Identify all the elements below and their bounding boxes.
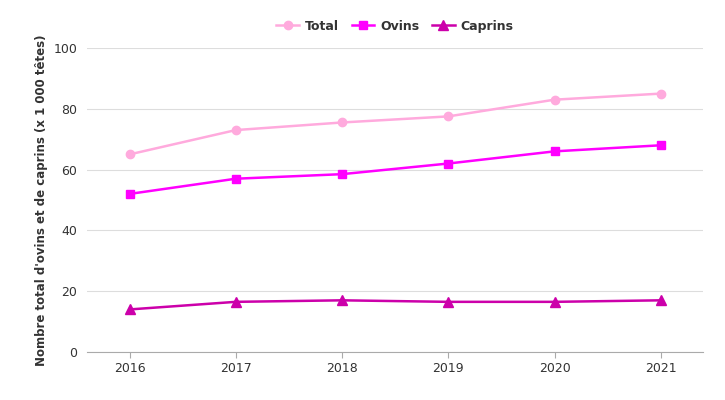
Caprins — [125, 307, 134, 312]
Ovins — [656, 143, 665, 148]
Line: Ovins: Ovins — [125, 141, 665, 198]
Caprins — [550, 300, 559, 304]
Caprins — [656, 298, 665, 303]
Ovins — [550, 149, 559, 154]
Total — [231, 128, 240, 132]
Line: Caprins: Caprins — [125, 296, 666, 314]
Total — [656, 91, 665, 96]
Ovins — [125, 192, 134, 196]
Total — [125, 152, 134, 157]
Caprins — [444, 300, 452, 304]
Ovins — [444, 161, 452, 166]
Legend: Total, Ovins, Caprins: Total, Ovins, Caprins — [271, 15, 519, 38]
Caprins — [338, 298, 347, 303]
Total — [550, 97, 559, 102]
Ovins — [231, 176, 240, 181]
Line: Total: Total — [125, 90, 665, 158]
Ovins — [338, 172, 347, 176]
Caprins — [231, 300, 240, 304]
Y-axis label: Nombre total d'ovins et de caprins (x 1 000 têtes): Nombre total d'ovins et de caprins (x 1 … — [35, 34, 48, 366]
Total — [338, 120, 347, 125]
Total — [444, 114, 452, 119]
